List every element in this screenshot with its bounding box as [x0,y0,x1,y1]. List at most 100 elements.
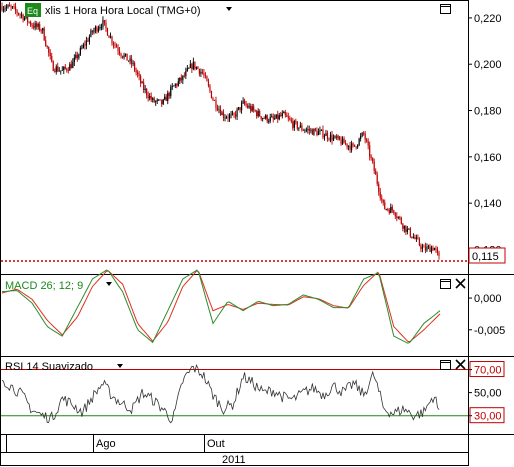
price-candle [344,139,347,146]
price-candle [167,90,169,105]
price-candle [103,19,106,26]
price-candle [40,28,42,34]
price-candle [28,21,30,24]
price-candle-body [269,117,271,122]
price-candle-body [236,109,238,117]
rsi-close-icon[interactable] [455,359,466,370]
price-candle [340,136,342,146]
price-candle [385,208,387,211]
price-candle-body [272,116,274,119]
rsi-title-dropdown-icon[interactable] [117,364,123,368]
rsi-pane-title[interactable]: RSI 14 Suavizado [5,361,93,373]
price-candle-body [316,130,318,136]
price-candle [305,127,307,133]
price-candle [310,127,312,134]
price-maximize-icon[interactable] [440,4,451,14]
price-candle [438,250,440,260]
price-candle [237,106,240,111]
price-candle [34,20,36,31]
price-candle [135,67,137,76]
price-candle [337,134,339,141]
symbol-badge[interactable]: Eq [25,3,41,17]
price-candle [138,70,140,81]
price-candle-body [313,128,315,135]
price-candle-body [161,99,163,105]
price-candle-body [102,20,104,27]
rsi-pane[interactable]: 70,00 50,00 30,00 RSI 14 Suavizado [1,359,505,424]
price-candle-body [322,129,324,138]
price-pane-title[interactable]: xlis 1 Hora Hora Local (TMG+0) [45,5,201,17]
price-candle-body [188,67,190,69]
price-title-dropdown-icon[interactable] [226,7,232,11]
price-candle [60,70,62,75]
price-candle [222,109,225,122]
price-candle-body [363,132,365,134]
macd-pane[interactable]: 0,000 -0,005 MACD 26; 12; 9 [1,269,505,344]
price-candle [1,2,3,12]
price-candle [39,21,41,32]
price-candle [393,209,395,215]
price-candle-body [34,23,36,28]
price-candle-body [51,55,53,62]
price-candle [109,32,112,39]
price-candle [429,243,431,253]
price-candle [311,128,314,135]
price-candle-body [115,45,118,48]
price-candle-body [93,30,95,33]
price-candle-body [152,98,154,100]
price-candle [360,132,362,142]
price-candle-body [91,30,94,33]
price-candle-body [382,199,384,203]
price-candle-body [7,5,9,8]
price-candle [127,60,130,63]
current-price-marker: 0,115 [468,247,506,264]
price-candle [272,113,274,123]
macd-maximize-icon[interactable] [440,279,451,289]
price-candle-body [52,61,54,71]
price-candle-body [364,133,366,140]
price-candle-body [385,209,387,210]
price-candle [10,4,12,11]
price-candle [326,130,329,142]
price-candle [165,94,167,102]
price-candle [82,42,84,49]
price-candle [45,36,47,47]
price-candle [51,52,53,63]
price-candle-body [149,95,151,99]
price-candle [263,116,265,119]
macd-axis: 0,000 -0,005 [468,293,505,337]
price-candle [192,57,194,71]
price-candle [301,122,303,132]
price-candle-body [16,10,18,14]
price-candle-body [158,99,160,101]
price-candle [91,29,94,35]
price-candle-body [325,133,327,136]
macd-title-dropdown-icon[interactable] [106,282,112,286]
price-candle [81,44,83,50]
price-tick-label-4: 0,140 [474,198,502,210]
price-candle [14,2,17,15]
price-candle [343,136,345,144]
price-candle [168,91,170,100]
price-candle-body [186,68,188,71]
price-candle-body [173,85,175,87]
price-candle-body [63,66,65,71]
price-candle [48,46,50,57]
rsi-maximize-icon[interactable] [440,360,451,370]
macd-pane-title[interactable]: MACD 26; 12; 9 [5,280,83,292]
price-candle [308,125,311,135]
price-candle [22,13,24,23]
price-candle [335,134,338,141]
price-candle [201,68,204,75]
price-candle [292,117,294,131]
macd-close-icon[interactable] [455,278,466,289]
price-candle [314,127,317,132]
price-candle-body [79,48,81,55]
price-candle-body [346,143,348,147]
price-candle [204,72,207,79]
price-candle-body [358,138,360,146]
price-candle-body [372,158,374,162]
price-candle-body [204,75,207,77]
price-candle-body [283,111,285,114]
